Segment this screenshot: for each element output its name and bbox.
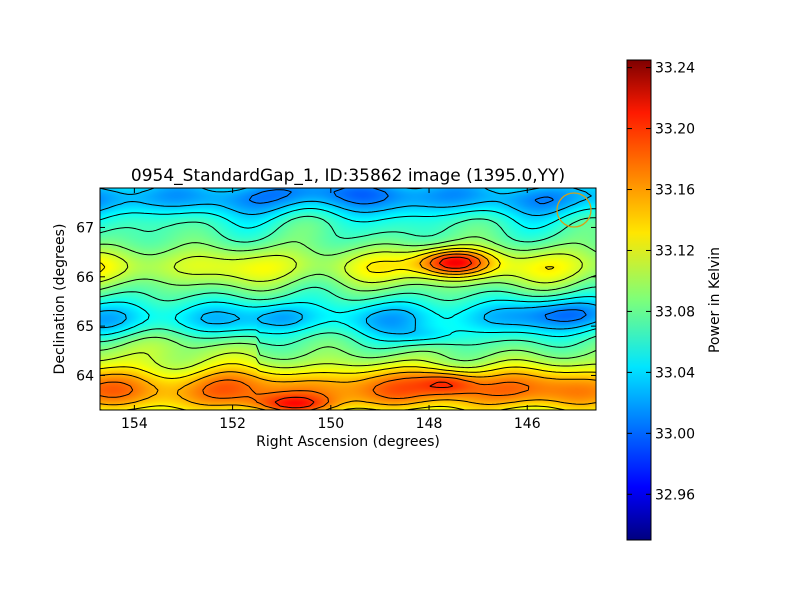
colorbar-label: Power in Kelvin <box>707 247 723 353</box>
heatmap-area <box>99 187 597 411</box>
beam-marker <box>556 192 592 228</box>
colorbar-tick-label: 33.04 <box>655 365 695 381</box>
contour-level <box>100 208 596 342</box>
colorbar-tick-label: 33.12 <box>655 243 695 259</box>
colorbar-tick-label: 33.00 <box>655 426 695 442</box>
x-tick-label: 154 <box>121 416 148 432</box>
x-axis-label: Right Ascension (degrees) <box>256 434 440 450</box>
contour-level <box>100 188 596 335</box>
y-tick-label: 66 <box>76 270 94 286</box>
chart-title: 0954_StandardGap_1, ID:35862 image (1395… <box>131 166 565 186</box>
colorbar-tick-label: 33.08 <box>655 304 695 320</box>
x-tick-label: 148 <box>416 416 443 432</box>
colorbar-ticks: 33.24 33.20 33.16 33.12 33.08 33.04 33.00 32.96 <box>627 61 695 503</box>
contour-lines <box>100 188 596 410</box>
contour-level <box>100 247 596 410</box>
x-tick-label: 152 <box>219 416 246 432</box>
y-tick-label: 67 <box>76 220 94 236</box>
contour-level <box>100 253 530 410</box>
colorbar-tick-label: 33.24 <box>655 61 695 77</box>
y-tick-label: 65 <box>76 319 94 335</box>
contour-level <box>100 236 596 362</box>
heatmap-image <box>100 188 596 410</box>
y-tick-label: 64 <box>76 368 94 384</box>
colorbar-tick-label: 32.96 <box>655 487 695 503</box>
y-axis: 67 66 65 64 <box>76 220 596 384</box>
plot-frame <box>99 187 597 411</box>
contour-level <box>248 188 587 322</box>
contour-level <box>274 256 473 409</box>
contour-level <box>100 250 596 410</box>
colorbar: 33.24 33.20 33.16 33.12 33.08 33.04 33.00 32.96… <box>626 59 723 541</box>
x-tick-label: 150 <box>317 416 344 432</box>
contour-level <box>100 244 596 370</box>
colorbar-gradient <box>626 59 652 541</box>
colorbar-tick-label: 33.20 <box>655 122 695 138</box>
y-axis-label: Declination (degrees) <box>52 224 68 375</box>
x-axis: 154 152 150 148 146 <box>121 188 541 432</box>
contour-level <box>100 215 596 350</box>
x-tick-label: 146 <box>514 416 541 432</box>
colorbar-tick-label: 33.16 <box>655 183 695 199</box>
